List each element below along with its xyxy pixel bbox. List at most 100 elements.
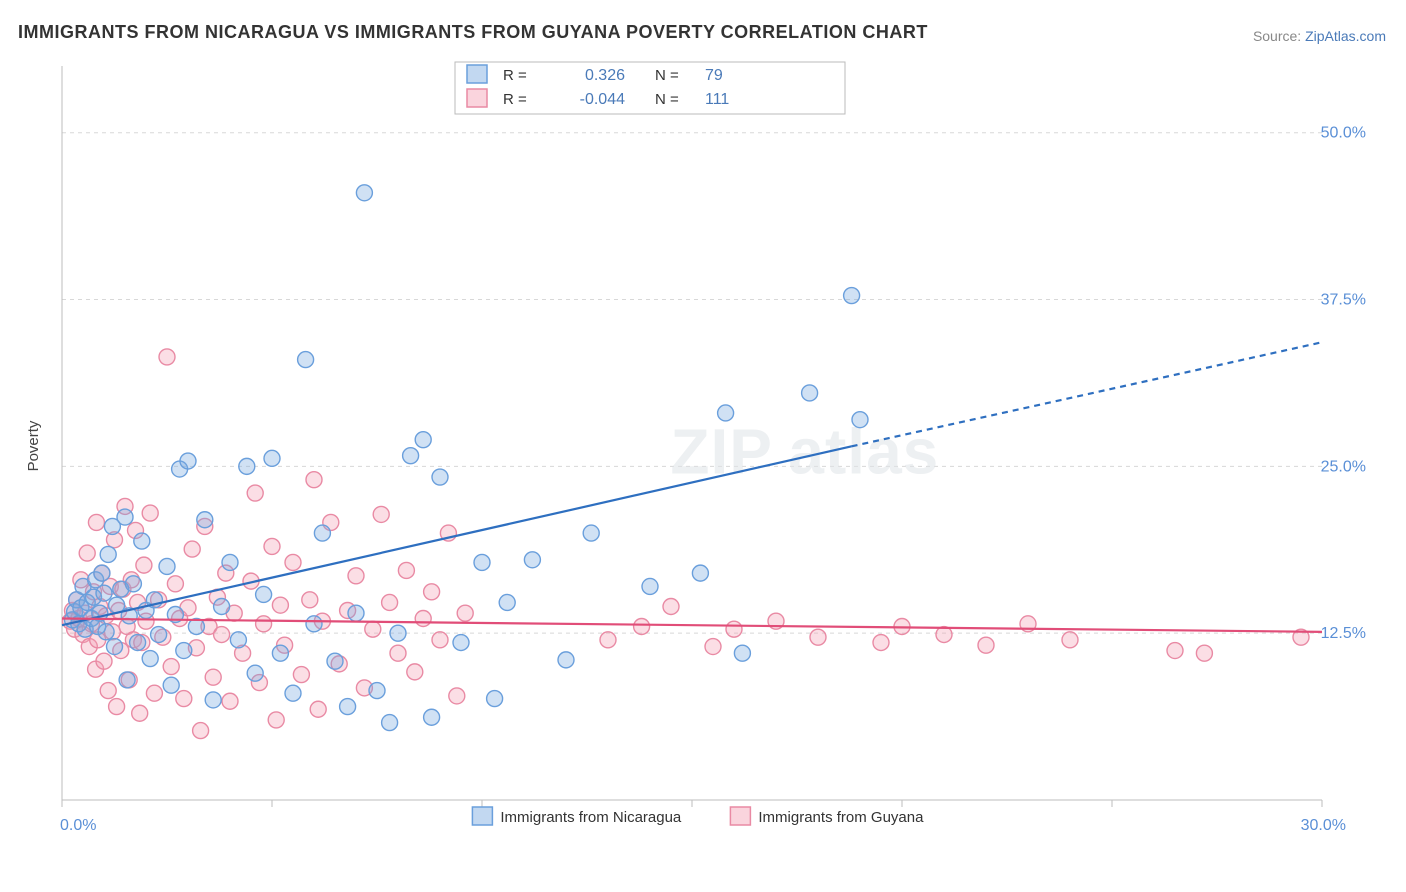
scatter-point [306, 472, 322, 488]
scatter-point [1196, 645, 1212, 661]
scatter-point [432, 632, 448, 648]
scatter-point [107, 639, 123, 655]
scatter-point [583, 525, 599, 541]
scatter-point [125, 576, 141, 592]
legend-r-label: R = [503, 91, 527, 108]
legend-series-label: Immigrants from Nicaragua [500, 809, 682, 826]
scatter-point [302, 592, 318, 608]
scatter-point [340, 699, 356, 715]
scatter-point [96, 585, 112, 601]
scatter-point [193, 723, 209, 739]
scatter-point [726, 621, 742, 637]
scatter-point [184, 541, 200, 557]
scatter-point [100, 546, 116, 562]
scatter-point [264, 450, 280, 466]
legend-r-label: R = [503, 67, 527, 84]
trend-line [62, 619, 1322, 632]
scatter-point [180, 453, 196, 469]
scatter-point [98, 624, 114, 640]
scatter-point [100, 683, 116, 699]
scatter-point [705, 639, 721, 655]
scatter-point [247, 485, 263, 501]
scatter-point [285, 685, 301, 701]
y-tick-label: 50.0% [1321, 125, 1366, 142]
scatter-point [365, 621, 381, 637]
scatter-point [214, 627, 230, 643]
scatter-point [134, 533, 150, 549]
legend-r-value: -0.044 [580, 91, 625, 108]
scatter-point [94, 565, 110, 581]
scatter-point [398, 562, 414, 578]
scatter-point [268, 712, 284, 728]
scatter-point [348, 605, 364, 621]
scatter-point [844, 288, 860, 304]
scatter-point [146, 685, 162, 701]
scatter-point [356, 185, 372, 201]
scatter-point [453, 635, 469, 651]
scatter-point [432, 469, 448, 485]
scatter-point [524, 552, 540, 568]
scatter-point [734, 645, 750, 661]
scatter-point [310, 701, 326, 717]
scatter-point [499, 594, 515, 610]
scatter-point [205, 669, 221, 685]
scatter-point [130, 635, 146, 651]
y-tick-label: 37.5% [1321, 292, 1366, 309]
scatter-point [176, 691, 192, 707]
scatter-point [222, 554, 238, 570]
scatter-point [600, 632, 616, 648]
y-axis-label: Poverty [25, 421, 42, 472]
legend-n-value: 111 [705, 91, 729, 108]
x-tick-label: 0.0% [60, 817, 96, 834]
source-attribution: Source: ZipAtlas.com [1253, 28, 1386, 44]
scatter-point [449, 688, 465, 704]
legend-swatch [467, 65, 487, 83]
scatter-point [558, 652, 574, 668]
scatter-point [142, 651, 158, 667]
scatter-point [474, 554, 490, 570]
scatter-point [424, 584, 440, 600]
y-tick-label: 25.0% [1321, 458, 1366, 475]
scatter-point [230, 632, 246, 648]
scatter-point [390, 625, 406, 641]
scatter-plot: 12.5%25.0%37.5%50.0%ZIPatlas0.0%30.0%R =… [50, 60, 1370, 840]
scatter-point [487, 691, 503, 707]
scatter-point [163, 659, 179, 675]
scatter-point [167, 576, 183, 592]
scatter-point [239, 458, 255, 474]
x-tick-label: 30.0% [1301, 817, 1346, 834]
scatter-point [663, 598, 679, 614]
scatter-point [264, 538, 280, 554]
scatter-point [272, 597, 288, 613]
scatter-point [424, 709, 440, 725]
legend-r-value: 0.326 [585, 67, 625, 84]
scatter-point [810, 629, 826, 645]
chart-title: IMMIGRANTS FROM NICARAGUA VS IMMIGRANTS … [18, 22, 928, 43]
scatter-point [348, 568, 364, 584]
source-value: ZipAtlas.com [1305, 28, 1386, 44]
scatter-point [136, 557, 152, 573]
scatter-point [403, 448, 419, 464]
scatter-point [285, 554, 301, 570]
scatter-point [873, 635, 889, 651]
scatter-point [718, 405, 734, 421]
legend-n-label: N = [655, 67, 679, 84]
scatter-point [382, 715, 398, 731]
scatter-point [457, 605, 473, 621]
scatter-point [247, 665, 263, 681]
scatter-point [369, 683, 385, 699]
scatter-point [256, 586, 272, 602]
scatter-point [692, 565, 708, 581]
scatter-point [109, 699, 125, 715]
scatter-point [293, 667, 309, 683]
scatter-point [298, 352, 314, 368]
scatter-point [176, 643, 192, 659]
scatter-point [978, 637, 994, 653]
legend-n-value: 79 [705, 67, 723, 84]
scatter-point [407, 664, 423, 680]
scatter-point [415, 611, 431, 627]
scatter-point [642, 578, 658, 594]
scatter-point [256, 616, 272, 632]
scatter-point [117, 509, 133, 525]
scatter-point [852, 412, 868, 428]
